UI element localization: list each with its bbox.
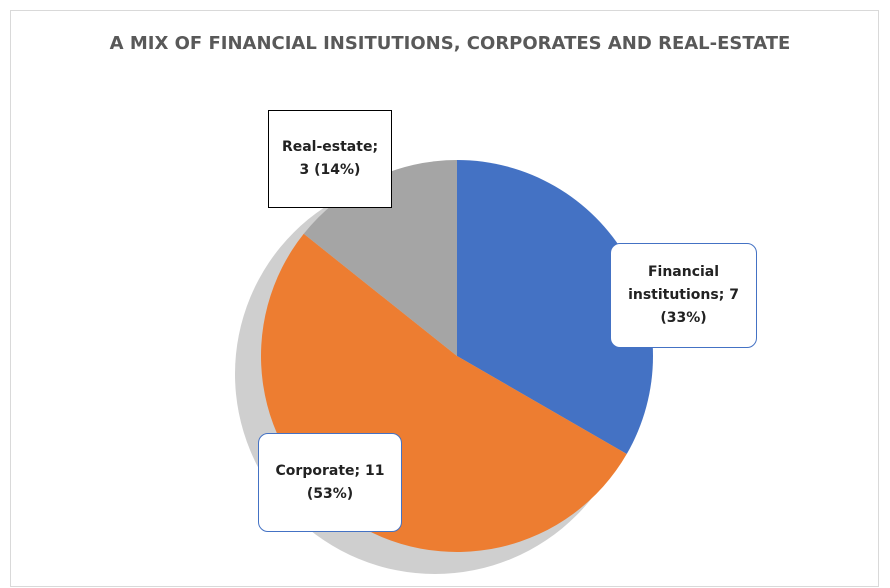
data-label: Real-estate; 3 (14%) bbox=[268, 110, 392, 208]
pie-slice bbox=[303, 160, 457, 356]
pie-slice bbox=[457, 160, 653, 454]
chart-frame bbox=[10, 10, 879, 587]
data-label: Financial institutions; 7 (33%) bbox=[610, 243, 757, 348]
data-label: Corporate; 11 (53%) bbox=[258, 433, 402, 532]
chart-title: A MIX OF FINANCIAL INSITUTIONS, CORPORAT… bbox=[109, 33, 791, 54]
data-label-box: Real-estate; 3 (14%) bbox=[268, 110, 392, 208]
data-label-box: Financial institutions; 7 (33%) bbox=[610, 243, 757, 348]
data-label-box: Corporate; 11 (53%) bbox=[258, 433, 402, 532]
